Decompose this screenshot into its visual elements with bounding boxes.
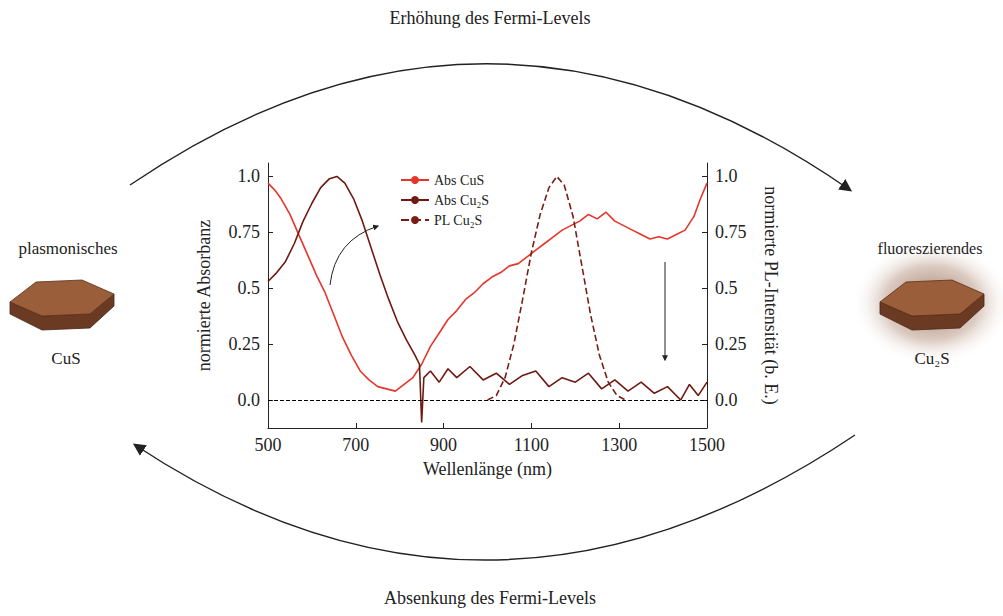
svg-text:fluoreszierendes: fluoreszierendes [878,240,983,257]
svg-text:1100: 1100 [514,435,549,455]
svg-text:normierte Absorbanz: normierte Absorbanz [194,220,214,371]
svg-text:Erhöhung des Fermi-Levels: Erhöhung des Fermi-Levels [390,8,591,28]
svg-text:500: 500 [255,435,282,455]
svg-text:Abs Cu₂S: Abs Cu₂S [434,193,489,208]
svg-text:1.0: 1.0 [238,166,261,186]
svg-text:CuS: CuS [51,349,80,368]
svg-text:0.5: 0.5 [238,278,261,298]
svg-text:700: 700 [342,435,369,455]
svg-text:1300: 1300 [601,435,637,455]
svg-text:normierte PL-Intensität (b. E.: normierte PL-Intensität (b. E.) [760,186,781,404]
svg-text:0.25: 0.25 [715,334,747,354]
svg-text:1.0: 1.0 [715,166,738,186]
svg-text:0.0: 0.0 [715,390,738,410]
svg-text:plasmonisches: plasmonisches [18,239,117,258]
svg-text:Wellenlänge (nm): Wellenlänge (nm) [423,459,552,480]
svg-text:Cu₂S: Cu₂S [914,349,949,368]
svg-text:900: 900 [430,435,457,455]
svg-text:PL Cu₂S: PL Cu₂S [434,213,482,228]
svg-text:Absenkung des Fermi-Levels: Absenkung des Fermi-Levels [384,588,596,608]
svg-text:0.75: 0.75 [715,222,747,242]
svg-text:Abs CuS: Abs CuS [434,173,484,188]
svg-text:0.0: 0.0 [238,390,261,410]
svg-text:1500: 1500 [689,435,725,455]
svg-text:0.5: 0.5 [715,278,738,298]
svg-text:0.25: 0.25 [229,334,261,354]
svg-text:0.75: 0.75 [229,222,261,242]
